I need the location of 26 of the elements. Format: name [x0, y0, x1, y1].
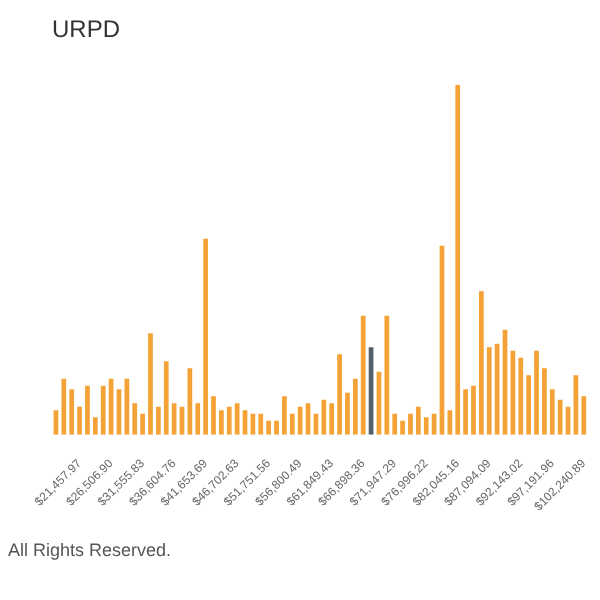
bar	[337, 354, 342, 435]
bar	[226, 406, 232, 435]
bar	[321, 399, 327, 435]
bar	[384, 315, 390, 435]
bar	[415, 406, 421, 435]
bar	[85, 385, 90, 435]
bar	[297, 406, 303, 435]
bar	[61, 378, 67, 435]
bar	[258, 413, 264, 435]
bar	[400, 420, 405, 435]
bar	[124, 378, 130, 435]
chart-title: URPD	[52, 15, 121, 44]
bar	[100, 385, 106, 435]
bar	[455, 84, 461, 435]
bar	[360, 315, 366, 435]
text: All Rights Reserved.	[8, 540, 172, 560]
bar	[203, 238, 208, 435]
bar	[518, 357, 524, 435]
bar	[408, 413, 413, 435]
bar	[534, 350, 539, 435]
bar	[163, 361, 169, 435]
bar	[148, 333, 153, 435]
bar	[479, 291, 484, 435]
bar	[234, 403, 240, 435]
bar	[282, 396, 287, 435]
bar	[266, 420, 272, 435]
